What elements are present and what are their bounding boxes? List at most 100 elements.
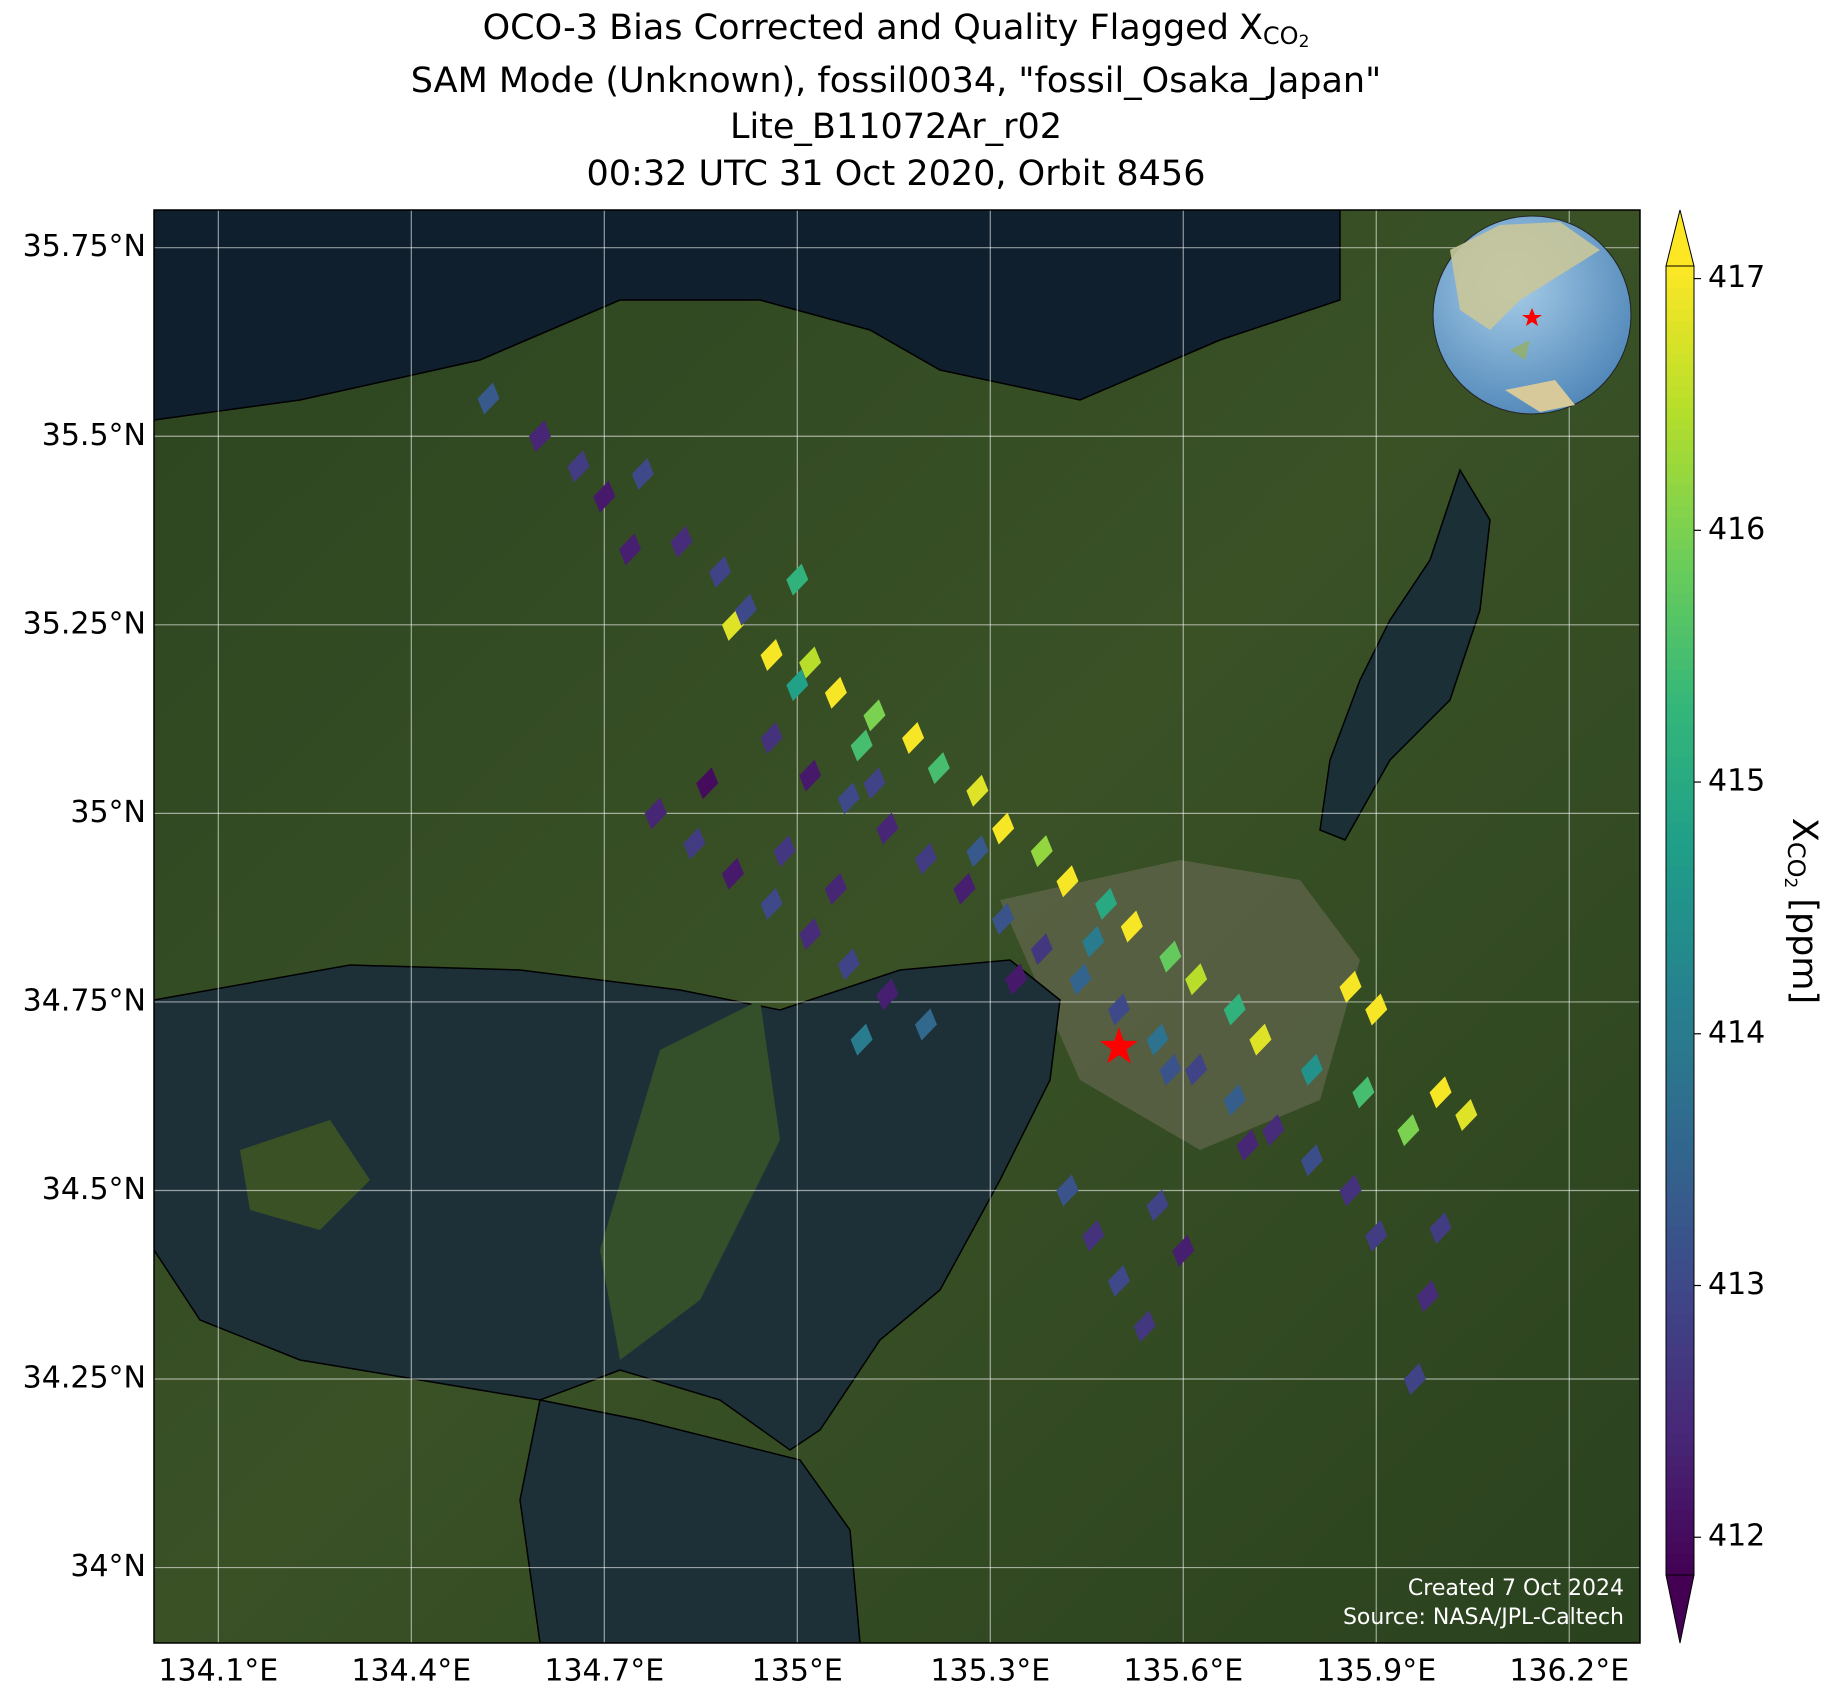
- sea-of-japan: [154, 210, 1341, 421]
- y-tick-label: 34.5°N: [42, 1172, 146, 1207]
- colorbar-segment: [1666, 1105, 1694, 1118]
- colorbar-symbol: X: [1784, 818, 1824, 842]
- sounding: [721, 857, 744, 890]
- colorbar-segment: [1666, 560, 1694, 573]
- colorbar-label: XCO2 [ppm]: [1780, 818, 1824, 1004]
- basemap: [154, 210, 1640, 1643]
- sounding: [876, 812, 899, 845]
- colorbar-segment: [1666, 844, 1694, 856]
- colorbar-segment: [1666, 1269, 1694, 1282]
- sounding: [1056, 1174, 1079, 1207]
- sounding: [786, 563, 809, 596]
- sounding: [1249, 1023, 1272, 1056]
- sounding: [1339, 1174, 1362, 1207]
- colorbar-segment: [1666, 953, 1694, 965]
- colorbar-segment: [1666, 1051, 1694, 1063]
- sounding: [1397, 1114, 1420, 1147]
- sounding: [824, 872, 847, 905]
- sounding: [670, 525, 693, 558]
- colorbar-segment: [1666, 1215, 1694, 1227]
- colorbar-tick-label: 415: [1708, 764, 1765, 799]
- colorbar-segment: [1666, 429, 1694, 442]
- title-line: Lite_B11072Ar_r02: [730, 107, 1062, 147]
- map-frame: [153, 209, 1641, 1644]
- sounding: [709, 556, 732, 589]
- y-tick-label: 34°N: [70, 1549, 146, 1584]
- colorbar-segment: [1666, 735, 1694, 747]
- y-tick-label: 35.5°N: [42, 418, 146, 453]
- sounding: [528, 420, 551, 453]
- colorbar-segment: [1666, 1324, 1694, 1336]
- sounding: [863, 767, 886, 800]
- colorbar-segment: [1666, 505, 1694, 518]
- sounding: [1185, 1053, 1208, 1086]
- colorbar-segment: [1666, 920, 1694, 933]
- colorbar-segment: [1666, 1084, 1694, 1096]
- sounding: [1005, 963, 1028, 996]
- colorbar-segment: [1666, 320, 1694, 333]
- colorbar: 412 413 414 415 416 417: [1665, 209, 1765, 1644]
- sounding: [1455, 1099, 1478, 1132]
- sounding: [593, 480, 616, 513]
- colorbar-segment: [1666, 1542, 1694, 1554]
- colorbar-extend-top: [1665, 209, 1695, 267]
- sounding: [1416, 1280, 1439, 1313]
- colorbar-segment: [1666, 1313, 1694, 1325]
- colorbar-segment: [1666, 353, 1694, 365]
- sounding: [837, 782, 860, 815]
- y-tick-label: 35.25°N: [23, 606, 146, 641]
- sounding: [1403, 1363, 1426, 1396]
- sounding: [1300, 1053, 1323, 1086]
- target-marker: [1099, 1027, 1138, 1064]
- colorbar-segment: [1666, 1564, 1694, 1576]
- sounding: [1185, 963, 1208, 996]
- kii-channel: [519, 1399, 861, 1643]
- colorbar-segment: [1666, 1335, 1694, 1347]
- sounding: [1030, 835, 1053, 868]
- colorbar-segment: [1666, 756, 1694, 769]
- sounding: [1120, 910, 1143, 943]
- colorbar-segment: [1666, 1476, 1694, 1489]
- colorbar-segment: [1666, 691, 1694, 703]
- sounding: [773, 835, 796, 868]
- sounding: [1107, 993, 1130, 1026]
- colorbar-segment: [1666, 1520, 1694, 1532]
- sounding: [696, 767, 719, 800]
- globe-inset: [1432, 215, 1632, 415]
- sounding: [619, 533, 642, 566]
- x-tick-label: 134.4°E: [351, 1654, 471, 1689]
- colorbar-segment: [1666, 1498, 1694, 1511]
- sounding: [1107, 1264, 1130, 1297]
- sounding: [631, 457, 654, 490]
- colorbar-segment: [1666, 1465, 1694, 1478]
- colorbar-segment: [1666, 855, 1694, 867]
- sounding: [1300, 1144, 1323, 1177]
- sounding: [1146, 1189, 1169, 1222]
- sounding: [966, 774, 989, 807]
- colorbar-tick-label: 414: [1708, 1015, 1765, 1050]
- sounding: [992, 902, 1015, 935]
- colorbar-segment: [1666, 1487, 1694, 1500]
- colorbar-segment: [1666, 1029, 1694, 1042]
- sounding: [914, 1008, 937, 1041]
- title: OCO-3 Bias Corrected and Quality Flagged…: [411, 8, 1381, 194]
- colorbar-segment: [1666, 440, 1694, 453]
- colorbar-tick-label: 417: [1708, 260, 1765, 295]
- sounding: [1429, 1076, 1452, 1109]
- colorbar-segment: [1666, 745, 1694, 758]
- grid: [154, 210, 1640, 1643]
- colorbar-segment: [1666, 571, 1694, 583]
- colorbar-segment: [1666, 1345, 1694, 1358]
- sounding: [1030, 933, 1053, 966]
- colorbar-segment: [1666, 1007, 1694, 1020]
- colorbar-segment: [1666, 778, 1694, 791]
- globe-land: [1505, 380, 1575, 412]
- colorbar-segment: [1666, 724, 1694, 736]
- colorbar-segment: [1666, 985, 1694, 998]
- sounding: [760, 721, 783, 754]
- colorbar-segment: [1666, 822, 1694, 834]
- sounding: [1056, 865, 1079, 898]
- sounding: [1339, 970, 1362, 1003]
